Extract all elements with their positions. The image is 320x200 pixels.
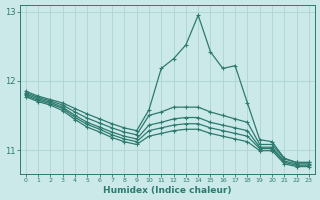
X-axis label: Humidex (Indice chaleur): Humidex (Indice chaleur) — [103, 186, 232, 195]
